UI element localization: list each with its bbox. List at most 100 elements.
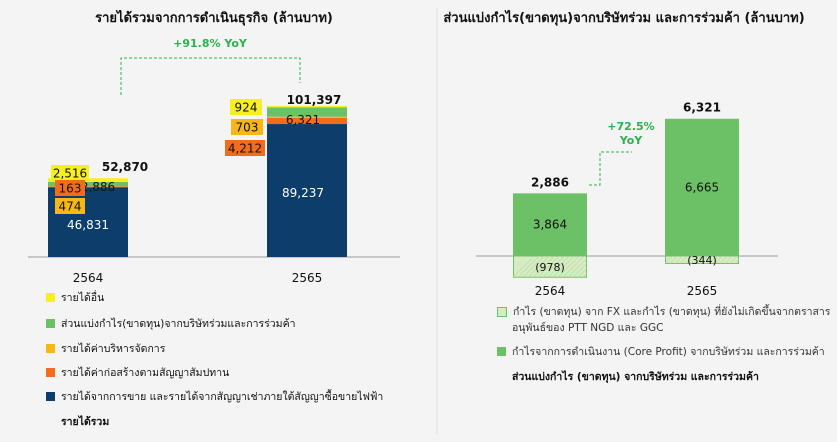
legend-item-fx-loss-line2: อนุพันธ์ของ PTT NGD และ GGC (512, 321, 663, 335)
bar-2564-core (513, 193, 587, 256)
bar-2565-fx-hatch (699, 255, 708, 264)
label-core-2564: 3,864 (533, 218, 567, 232)
legend-item-core-profit: กำไรจากการดำเนินงาน (Core Profit) จากบริ… (497, 345, 825, 359)
bar-2565-fx-hatch (684, 255, 693, 264)
bar-2564-fx-hatch (567, 258, 588, 278)
bar-2565-fx-hatch (734, 259, 740, 264)
legend-label: รายได้จากการขาย และรายได้จากสัญญาเช่าภาย… (61, 391, 384, 403)
legend-swatch (46, 368, 55, 377)
bar-2565-core (665, 118, 739, 256)
label-2565-construction-box: 4,212 (228, 142, 262, 156)
bar-2564-fx-hatch (582, 273, 588, 278)
bar-2565-fx-hatch (669, 255, 678, 264)
bar-2565-fx-hatch (704, 255, 713, 264)
legend-label: รายได้อื่น (61, 292, 105, 304)
bar-2564-fx-hatch (522, 255, 545, 278)
bar-2565-series-3 (267, 107, 347, 117)
chart-title-right: ส่วนแบ่งกำไร(ขาดทุน)จากบริษัทร่วม และการ… (443, 9, 804, 26)
legend-label: รายได้ค่าบริหารจัดการ (61, 343, 166, 355)
bar-2564-fx-hatch (537, 255, 560, 278)
label-2565-construction-box-bg (225, 140, 265, 156)
bar-2564-fx-hatch (557, 255, 580, 278)
x-tick-right-2565: 2565 (687, 284, 718, 298)
legend-label: รายได้ค่าก่อสร้างตามสัญญาสัมปทาน (61, 367, 230, 379)
bar-2564-series-1 (48, 186, 128, 188)
label-2564-mgmt-box: 474 (59, 200, 82, 214)
bar-2565-fx-hatch (689, 255, 698, 264)
label-2565-mgmt-box-bg (231, 119, 263, 135)
bar-2564-fx-hatch (517, 255, 540, 278)
label-fx-2565: (344) (687, 254, 717, 267)
legend-item-construction: รายได้ค่าก่อสร้างตามสัญญาสัมปทาน (46, 366, 229, 380)
growth-bracket-right (589, 151, 632, 186)
legend-item-share-profit: ส่วนแบ่งกำไร(ขาดทุน)จากบริษัทร่วมและการร… (46, 317, 296, 331)
legend-label: กำไรจากการดำเนินงาน (Core Profit) จากบริ… (512, 346, 825, 358)
bar-2564-fx-hatch (572, 263, 588, 278)
bar-2564-series-3 (48, 181, 128, 187)
legend-swatch (46, 392, 55, 401)
label-2565-sales: 89,237 (282, 186, 324, 200)
label-2565-share: 6,321 (286, 113, 320, 127)
legend-total-revenue: รายได้รวม (61, 416, 110, 428)
bar-2564-fx-hatch (562, 255, 585, 278)
bar-2565-fx-hatch (694, 255, 703, 264)
label-2565-other-bg (230, 99, 262, 115)
legend-label: กำไร (ขาดทุน) จาก FX และกำไร (ขาดทุน) ที… (513, 306, 831, 318)
bar-2565-series-4 (267, 105, 347, 108)
legend-swatch (497, 307, 507, 317)
x-tick-2564: 2564 (73, 271, 104, 285)
bar-2564-fx-hatch (552, 255, 575, 278)
total-2565: 101,397 (287, 93, 342, 107)
legend-swatch (497, 347, 506, 356)
label-2564-construction-box: 163 (59, 182, 82, 196)
total-right-2565: 6,321 (683, 101, 721, 115)
bar-2564-fx-hatch (547, 255, 570, 278)
bar-2565-series-0 (267, 124, 347, 258)
label-2565-mgmt-box: 703 (236, 121, 259, 135)
label-2564-sales: 46,831 (67, 218, 109, 232)
label-2564-other: 2,516 (53, 167, 87, 181)
bar-2565-fx-hatch (709, 255, 718, 264)
legend-item-fx-loss: กำไร (ขาดทุน) จาก FX และกำไร (ขาดทุน) ที… (497, 305, 830, 319)
label-fx-2564: (978) (535, 261, 565, 274)
bar-2565-series-1 (267, 117, 347, 125)
label-2565-other: 924 (235, 101, 258, 115)
total-2564: 52,870 (102, 160, 148, 174)
x-tick-2565: 2565 (292, 271, 323, 285)
total-right-2564: 2,886 (531, 175, 569, 189)
label-2564-share: 2,886 (81, 180, 115, 194)
bar-2564-fx-hatch (577, 268, 588, 278)
legend-swatch (46, 344, 55, 353)
growth-label-left: +91.8% YoY (173, 37, 248, 50)
label-2564-mgmt-box-bg (55, 198, 85, 214)
growth-label-right-2: YoY (619, 134, 644, 147)
legend-label: ส่วนแบ่งกำไร(ขาดทุน)จากบริษัทร่วมและการร… (61, 318, 296, 330)
x-tick-right-2564: 2564 (535, 284, 566, 298)
legend-item-management-fee: รายได้ค่าบริหารจัดการ (46, 342, 165, 356)
bar-2564-fx-hatch (527, 255, 550, 278)
bar-2564-fx-hatch (512, 255, 535, 278)
label-core-2565: 6,665 (685, 180, 719, 194)
chart-title-left: รายได้รวมจากการดำเนินธุรกิจ (ล้านบาท) (95, 9, 333, 26)
legend-label: อนุพันธ์ของ PTT NGD และ GGC (512, 322, 664, 334)
bar-2565-fx-hatch (724, 255, 733, 264)
bar-2565-fx-hatch (679, 255, 688, 264)
bar-2565-fx-hatch (719, 255, 728, 264)
bar-2564-fx-hatch (532, 255, 555, 278)
legend-swatch (46, 319, 55, 328)
bar-2565-fx-hatch (664, 255, 673, 264)
growth-bracket-left (120, 57, 301, 95)
legend-item-sales: รายได้จากการขาย และรายได้จากสัญญาเช่าภาย… (46, 390, 383, 404)
growth-label-right-1: +72.5% (607, 120, 654, 133)
bar-2565-fx-hatch (674, 255, 683, 264)
legend-swatch (46, 293, 55, 302)
bar-2565-fx-hatch (714, 255, 723, 264)
legend-item-other-income: รายได้อื่น (46, 291, 104, 305)
legend-total-share: ส่วนแบ่งกำไร (ขาดทุน) จากบริษัทร่วม และก… (512, 371, 759, 383)
label-2564-construction-box-bg (55, 180, 85, 196)
label-2564-other-bg (51, 165, 89, 181)
bar-2565-fx-hatch (729, 255, 738, 264)
bar-2564-fx-hatch (542, 255, 565, 278)
bar-2565-series-2 (267, 116, 347, 118)
